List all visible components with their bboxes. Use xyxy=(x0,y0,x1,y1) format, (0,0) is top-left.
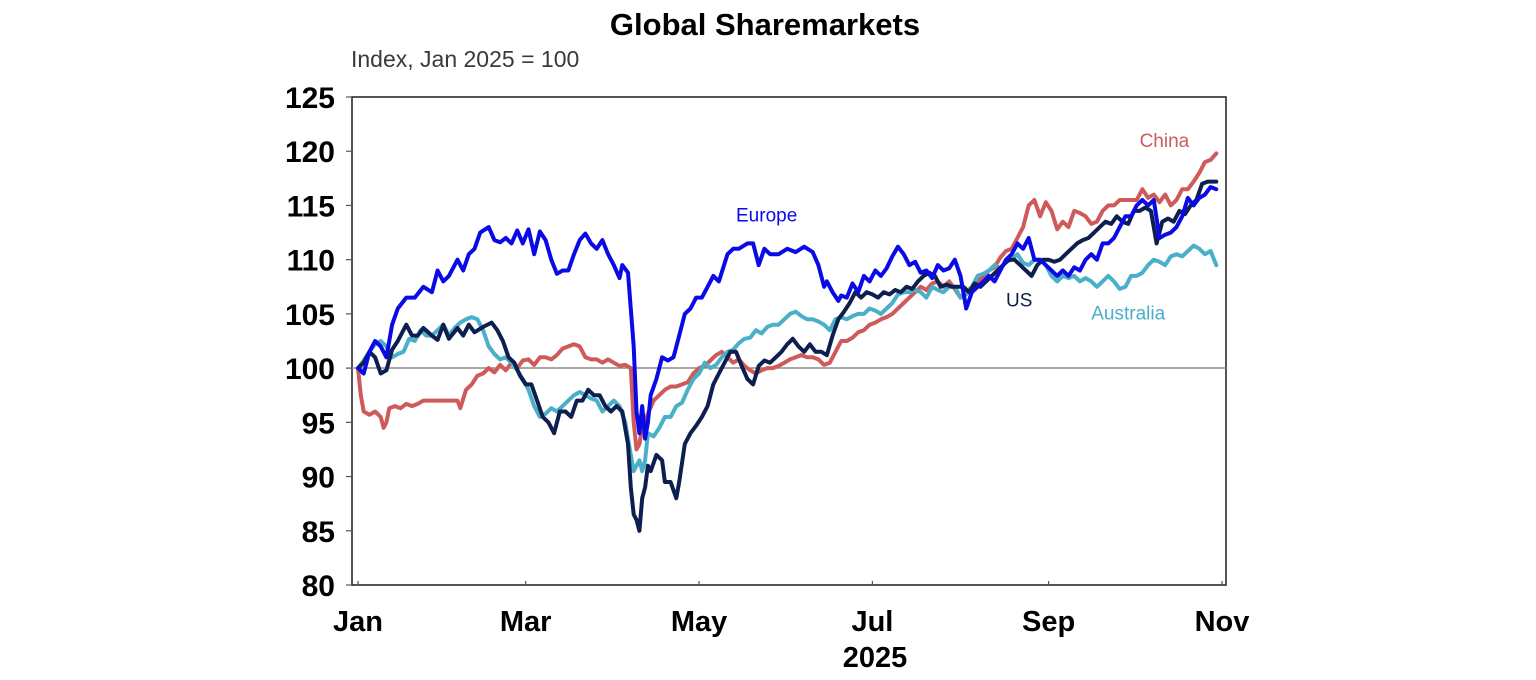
series-layer xyxy=(356,151,1219,533)
series-label-us: US xyxy=(1006,290,1032,311)
y-tick-label: 115 xyxy=(287,190,335,223)
y-tick-label: 100 xyxy=(285,353,335,386)
plot-area xyxy=(351,96,1227,586)
y-tick-label: 95 xyxy=(302,407,335,440)
series-line-australia xyxy=(356,243,1219,474)
x-tick-label: May xyxy=(671,606,727,638)
plot-border xyxy=(351,96,1227,586)
y-tick-label: 120 xyxy=(285,136,335,169)
x-tick-label: Sep xyxy=(1022,606,1075,638)
y-tick-label: 105 xyxy=(285,299,335,332)
y-axis: 80 85 90 95 100 105 110 115 120 125 xyxy=(285,82,352,603)
series-line-us xyxy=(356,179,1219,533)
series-line-europe xyxy=(356,185,1219,441)
x-tick-label: Jan xyxy=(333,606,383,638)
y-tick-label: 85 xyxy=(302,516,335,549)
chart-subtitle: Index, Jan 2025 = 100 xyxy=(351,46,579,72)
y-tick-label: 110 xyxy=(287,245,335,278)
series-line-china xyxy=(356,151,1219,452)
x-axis: Jan Mar May Jul Sep Nov xyxy=(333,581,1249,638)
series-labels: Europe US Australia China xyxy=(736,131,1190,324)
series-label-australia: Australia xyxy=(1091,303,1165,324)
y-tick-label: 80 xyxy=(302,570,335,603)
series-label-china: China xyxy=(1140,131,1190,152)
x-tick-label: Jul xyxy=(851,606,893,638)
x-tick-label: Mar xyxy=(500,606,552,638)
y-tick-label: 90 xyxy=(302,462,335,495)
y-tick-label: 125 xyxy=(285,82,335,115)
series-label-europe: Europe xyxy=(736,206,797,227)
x-axis-year-label: 2025 xyxy=(843,642,908,674)
x-tick-label: Nov xyxy=(1195,606,1250,638)
chart-title: Global Sharemarkets xyxy=(610,7,920,42)
